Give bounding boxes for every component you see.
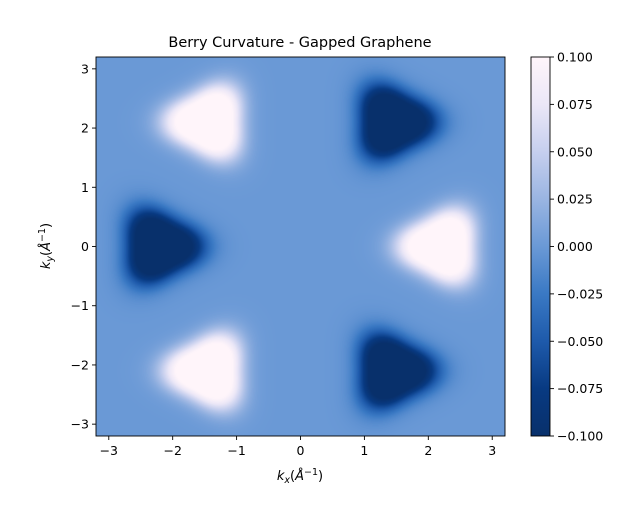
- heatmap-canvas: [96, 57, 505, 436]
- colorbar-tick-label: −0.025: [557, 286, 603, 301]
- colorbar: 0.100 0.075 0.050 0.025 0.000 −0.025 −0.050 −0.…: [530, 50, 603, 444]
- x-tick-label: 0: [297, 443, 305, 458]
- x-tick-label: 2: [424, 443, 432, 458]
- colorbar-tick-label: 0.050: [557, 144, 593, 159]
- colorbar-tick-label: 0.000: [557, 239, 593, 254]
- colorbar-tick-label: 0.025: [557, 192, 593, 207]
- x-axis-ticks: −3 −2 −1 0 1 2 3: [100, 436, 496, 458]
- y-tick-label: 0: [81, 239, 89, 254]
- colorbar-tick-label: −0.100: [557, 429, 603, 444]
- y-axis-ticks: −3 −2 −1 0 1 2 3: [71, 61, 96, 432]
- y-axis-label: ky(Å−1): [37, 223, 56, 269]
- x-axis-label: kx(Å−1): [277, 467, 323, 486]
- x-tick-label: 3: [488, 443, 496, 458]
- colorbar-ticks: 0.100 0.075 0.050 0.025 0.000 −0.025 −0.050 −0.…: [550, 50, 603, 444]
- x-tick-label: 1: [360, 443, 368, 458]
- y-tick-label: 1: [81, 180, 89, 195]
- x-tick-label: −1: [227, 443, 245, 458]
- x-tick-label: −2: [163, 443, 181, 458]
- colorbar-tick-label: −0.050: [557, 334, 603, 349]
- y-tick-label: 3: [81, 61, 89, 76]
- x-tick-label: −3: [100, 443, 118, 458]
- y-tick-label: −2: [71, 357, 89, 372]
- heatmap-plot-area: [95, 56, 506, 437]
- y-tick-label: 2: [81, 121, 89, 136]
- colorbar-tick-label: 0.100: [557, 50, 593, 65]
- chart-title: Berry Curvature - Gapped Graphene: [168, 35, 431, 51]
- colorbar-tick-label: −0.075: [557, 381, 603, 396]
- y-tick-label: −1: [71, 298, 89, 313]
- y-tick-label: −3: [71, 417, 89, 432]
- colorbar-tick-label: 0.075: [557, 97, 593, 112]
- colorbar-gradient: [531, 57, 550, 436]
